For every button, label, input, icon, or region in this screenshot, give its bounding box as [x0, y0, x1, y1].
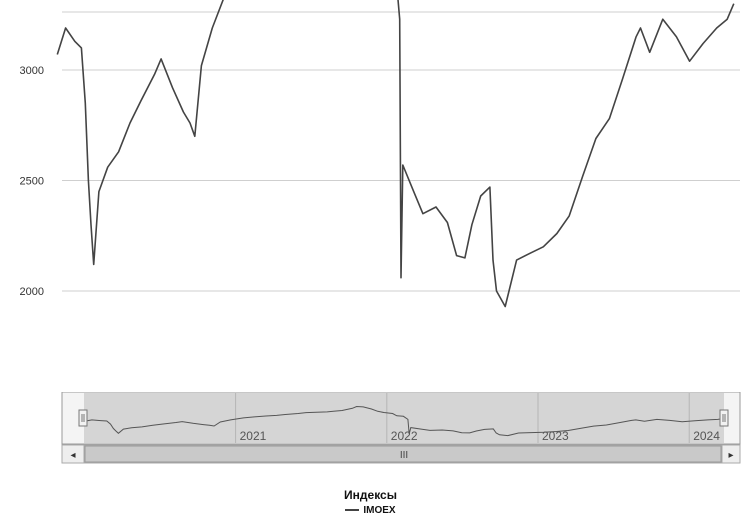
navigator-year-label: 2022: [391, 429, 418, 443]
y-axis-ticks: 150020002500300035004000: [20, 65, 44, 298]
navigator-series-line: [83, 405, 725, 437]
legend: Индексы IMOEX: [0, 488, 741, 516]
navigator-year-label: 2023: [542, 429, 569, 443]
scrollbar-left-button[interactable]: ◂: [61, 444, 85, 464]
chevron-left-icon: ◂: [70, 450, 75, 461]
y-tick-label: 3000: [20, 65, 44, 77]
navigator-right-handle[interactable]: [719, 409, 729, 427]
y-tick-label: 2500: [20, 176, 44, 188]
scrollbar-thumb[interactable]: [84, 445, 722, 463]
legend-title: Индексы: [344, 488, 397, 502]
scrollbar-grip: III: [400, 450, 408, 461]
legend-item-label: IMOEX: [363, 505, 396, 516]
scrollbar-right-button[interactable]: ▸: [721, 444, 741, 464]
navigator-year-label: 2024: [693, 429, 720, 443]
navigator[interactable]: 2021 2022 2023 2024 ◂ III ▸: [0, 392, 741, 472]
legend-swatch: [345, 509, 360, 512]
navigator-year-label: 2021: [240, 429, 267, 443]
legend-item-imoex[interactable]: IMOEX: [0, 505, 741, 516]
main-chart: 150020002500300035004000 Июл '20Янв '21И…: [20, 0, 740, 308]
y-tick-label: 2000: [20, 286, 44, 298]
chevron-right-icon: ▸: [728, 450, 733, 461]
navigator-year-labels: 2021 2022 2023 2024: [235, 393, 720, 443]
navigator-left-handle[interactable]: [78, 409, 88, 427]
series-line-imoex: [56, 0, 735, 308]
navigator-selected-range[interactable]: [84, 393, 724, 443]
